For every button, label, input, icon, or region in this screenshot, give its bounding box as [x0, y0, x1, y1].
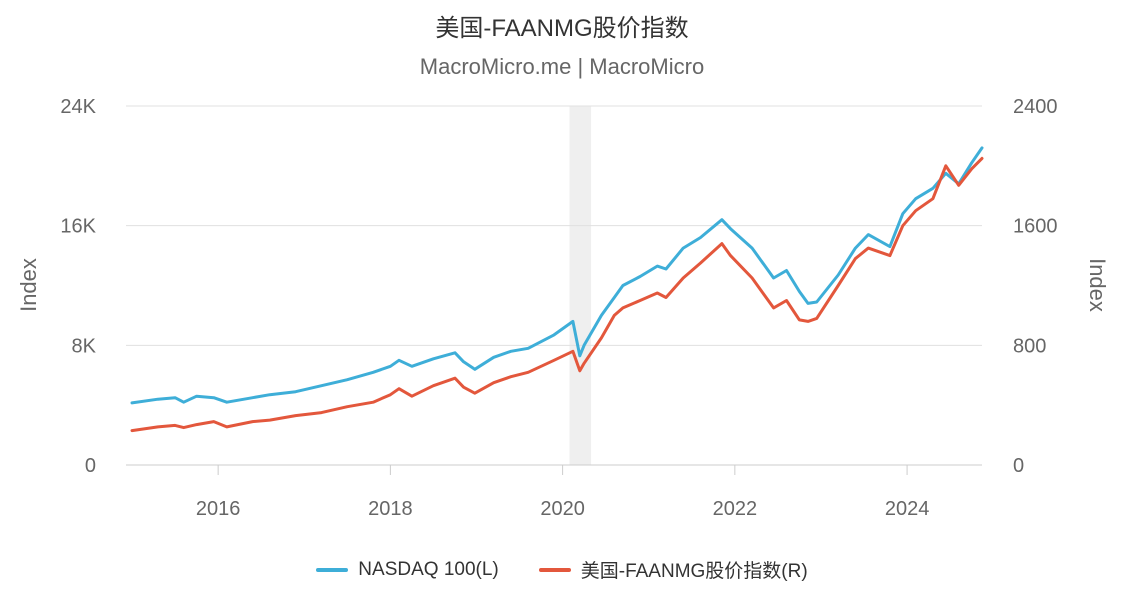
chart-title: 美国-FAANMG股价指数: [435, 15, 689, 42]
x-tick-label: 2022: [713, 498, 758, 520]
x-tick-label: 2020: [540, 498, 585, 520]
legend-item-faanmg[interactable]: 美国-FAANMG股价指数(R): [538, 556, 808, 583]
y-tick-left: 0: [85, 455, 96, 477]
legend-swatch-nasdaq: [316, 567, 349, 572]
axes: 0 0 8K 800 16K 1600 24K 2400 2016 2018 2020 2022 202…: [60, 96, 1057, 520]
y-tick-left: 24K: [60, 96, 96, 118]
y-axis-right-label: Index: [1085, 258, 1110, 312]
x-tick-label: 2016: [196, 498, 241, 520]
legend: NASDAQ 100(L) 美国-FAANMG股价指数(R): [0, 556, 1124, 583]
legend-label-faanmg: 美国-FAANMG股价指数(R): [580, 561, 808, 582]
recession-band-layer: [569, 106, 592, 465]
legend-swatch-faanmg: [538, 567, 571, 572]
x-tick-label: 2024: [885, 498, 930, 520]
recession-band: [569, 106, 592, 465]
y-tick-right: 800: [1013, 335, 1046, 357]
series-line-faanmg[interactable]: [130, 156, 984, 433]
legend-label-nasdaq: NASDAQ 100(L): [358, 558, 499, 580]
y-tick-right: 1600: [1013, 216, 1058, 238]
gridlines: [126, 105, 982, 346]
y-tick-left: 8K: [72, 335, 97, 357]
legend-item-nasdaq[interactable]: NASDAQ 100(L): [316, 556, 499, 583]
series-layer: [130, 146, 984, 433]
x-tick-label: 2018: [368, 498, 413, 520]
y-tick-right: 2400: [1013, 96, 1058, 118]
series-line-nasdaq[interactable]: [130, 146, 984, 405]
y-tick-right: 0: [1013, 455, 1024, 477]
y-tick-left: 16K: [60, 216, 96, 238]
y-axis-left-label: Index: [16, 258, 41, 312]
chart-subtitle: MacroMicro.me | MacroMicro: [419, 54, 705, 79]
